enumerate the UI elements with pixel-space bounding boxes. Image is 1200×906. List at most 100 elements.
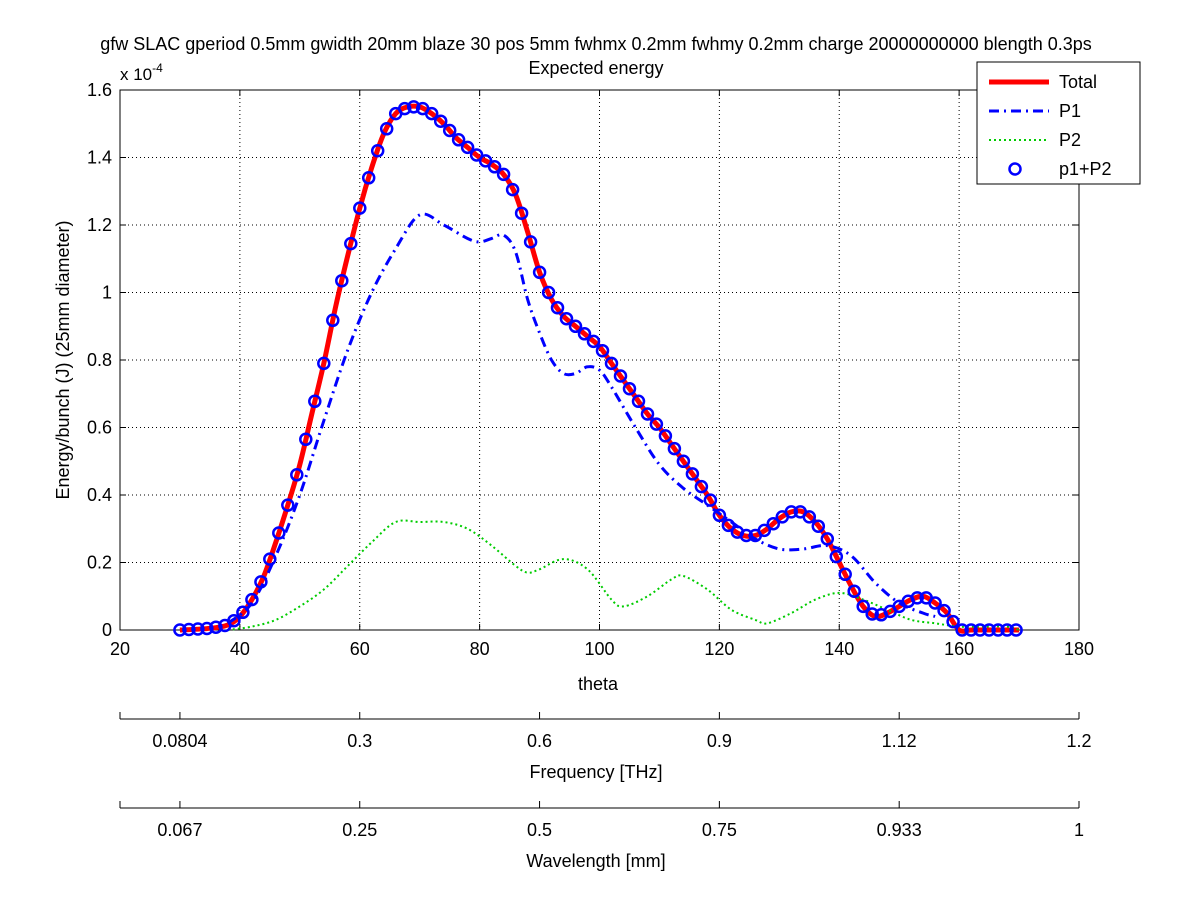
series-p1-p2-point: [281, 498, 295, 512]
wavelength-axis-label: Wavelength [mm]: [526, 851, 665, 871]
y-exponent-power: -4: [152, 61, 163, 75]
series-p1-p2-point: [317, 356, 331, 371]
x-axis-label: theta: [578, 674, 619, 694]
series-p1-p2-point: [586, 334, 601, 349]
frequency-axis: 0.0804 0.3 0.6 0.9 1.12 1.2: [119, 712, 1092, 751]
secondary-axis-tick-label: 0.3: [347, 731, 372, 751]
series-p1-p2-point: [191, 622, 205, 636]
series-p1-p2-point: [667, 441, 682, 456]
series-p1-p2-point: [649, 417, 664, 431]
chart-title: gfw SLAC gperiod 0.5mm gwidth 20mm blaze…: [100, 34, 1092, 54]
series-p1-p2-point: [721, 518, 736, 533]
series-p1-p2-point: [442, 123, 457, 138]
series-p1-p2-point: [622, 381, 637, 396]
series-p1-p2-point: [272, 526, 286, 540]
series-p1-p2-point: [838, 567, 852, 582]
series-p1-p2-point: [469, 148, 484, 162]
series-p1-p2-point: [577, 327, 592, 341]
wavelength-axis: 0.067 0.25 0.5 0.75 0.933 1: [119, 801, 1084, 840]
series-p1-p2-point: [820, 532, 835, 546]
y-tick-label: 0.4: [87, 485, 112, 505]
series-p1-p2-point: [182, 622, 196, 637]
frequency-axis-label: Frequency [THz]: [529, 762, 662, 782]
series-p1-p2-point: [254, 575, 268, 589]
series-p1-p2-point: [658, 429, 673, 443]
series-p1-p2-point: [847, 584, 861, 598]
series-p1-p2-point: [694, 479, 709, 494]
series-p1-p2-point: [326, 313, 340, 328]
series-p1-line: [226, 212, 936, 625]
secondary-axis-tick-label: 0.75: [702, 820, 737, 840]
series-p1-p2-point: [604, 356, 619, 371]
series-p1-p2-point: [496, 167, 511, 182]
y-tick-label: 1.6: [87, 80, 112, 100]
series-p1-p2-point: [1000, 623, 1014, 637]
series-p1-p2-point: [308, 394, 322, 409]
legend-label-p2: P2: [1059, 130, 1081, 150]
series-p1-p2-point: [766, 516, 781, 531]
x-tick-label: 40: [230, 639, 250, 659]
series-p1-p2-point: [802, 510, 817, 524]
series-p1-p2-point: [811, 519, 826, 533]
secondary-axis-tick-label: 1.2: [1066, 731, 1091, 751]
x-tick-label: 100: [584, 639, 614, 659]
series-p1-p2-point: [784, 505, 799, 519]
series-p1-p2-point: [991, 623, 1005, 637]
series-p1-p2-point: [523, 235, 538, 249]
series-p1-p2-point: [397, 101, 412, 116]
y-tick-label: 1.4: [87, 148, 112, 168]
series-p1-p2-point: [865, 607, 879, 621]
secondary-axis-tick-label: 1: [1074, 820, 1084, 840]
series-p1-p2-point: [613, 369, 628, 383]
secondary-axis-tick-label: 0.933: [877, 820, 922, 840]
series-p1-p2-point: [353, 201, 367, 215]
series-p1-p2-point: [955, 623, 969, 637]
series-p2-line: [227, 519, 1020, 631]
y-exponent-base: x 10: [120, 65, 152, 84]
series-p1-p2-point: [928, 596, 942, 610]
legend-label-total: Total: [1059, 72, 1097, 92]
series-p1-p2-point: [487, 160, 502, 174]
series-p1-p2-point: [200, 621, 214, 636]
series-p1-p2-point: [370, 144, 385, 158]
series-p1-p2-point: [263, 552, 277, 566]
secondary-axis-tick-label: 0.0804: [152, 731, 207, 751]
series-p1-p2-point: [335, 273, 349, 288]
series-p1-p2-point: [1009, 623, 1023, 637]
series-p1-p2-point: [424, 106, 439, 121]
series-p1-p2-point: [739, 528, 754, 543]
series-p1-p2-point: [532, 265, 547, 280]
series-p1-p2-point: [505, 182, 520, 197]
series-p1-p2-point: [550, 300, 565, 315]
y-tick-label: 0.2: [87, 553, 112, 573]
series-p1-p2-point: [541, 285, 556, 300]
secondary-axis-tick-label: 0.25: [342, 820, 377, 840]
series-p1-p2-point: [829, 549, 844, 564]
legend-label-p1: P1: [1059, 101, 1081, 121]
series-p1-p2-point: [299, 432, 313, 447]
series-p1-p2-point: [676, 454, 691, 469]
series-p1-p2-point: [568, 319, 583, 334]
secondary-axis-tick-label: 0.9: [707, 731, 732, 751]
secondary-axis-tick-label: 1.12: [882, 731, 917, 751]
x-tick-label: 180: [1064, 639, 1094, 659]
x-tick-label: 80: [470, 639, 490, 659]
x-tick-label: 120: [704, 639, 734, 659]
secondary-axis-tick-label: 0.067: [157, 820, 202, 840]
chart-subtitle: Expected energy: [528, 58, 663, 78]
series-p1-p2-point: [460, 140, 475, 155]
y-axis-label: Energy/bunch (J) (25mm diameter): [53, 220, 73, 499]
series-p1-p2-point: [361, 171, 376, 185]
series-p1-p2-point: [173, 623, 187, 637]
series-p1-p2-point: [209, 620, 223, 634]
series-p1-p2-point: [433, 114, 448, 128]
series-p1-p2-point: [910, 591, 924, 605]
y-tick-label: 0: [102, 620, 112, 640]
series-p1-p2-point: [973, 623, 987, 637]
series-p1-p2-point: [478, 154, 493, 168]
x-tick-label: 20: [110, 639, 130, 659]
series-p1-p2-point: [451, 133, 466, 147]
series-p1-p2-point: [290, 468, 304, 482]
series-p1-p2-point: [631, 394, 646, 409]
